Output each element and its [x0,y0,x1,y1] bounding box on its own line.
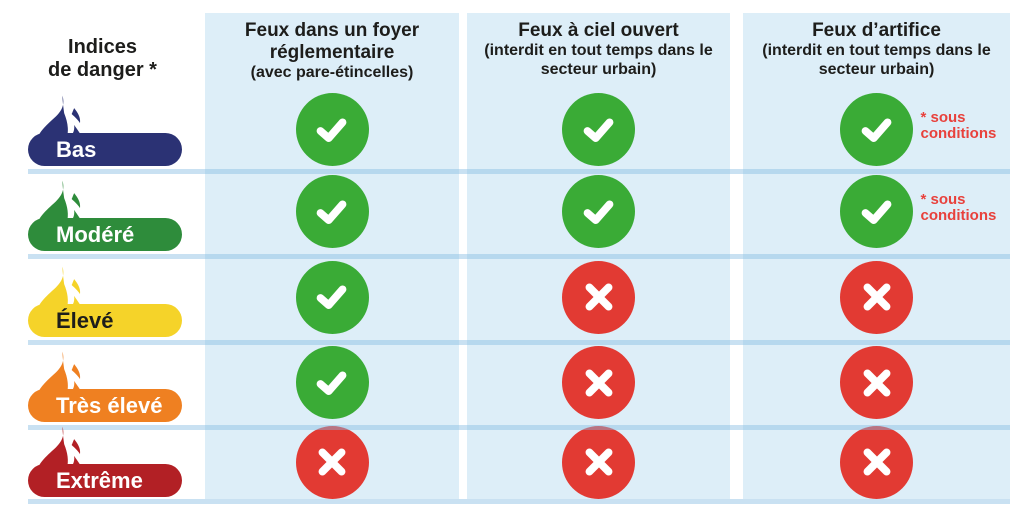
sous-conditions-note: * sous conditions [920,190,997,225]
danger-level-pill: Modéré [28,218,182,251]
danger-level-label: Extrême [56,467,143,493]
cell-bas-foyer [205,90,459,169]
status-mark [295,93,369,166]
cross-icon [863,448,890,476]
status-mark [295,260,369,334]
row-divider [28,499,1010,504]
cell-eleve-artifice [743,254,1010,340]
status-mark [295,346,369,419]
indices-header: Indices de danger * [0,36,205,82]
danger-level-label: Élevé [56,307,114,333]
sous-conditions-note: * sous conditions [920,108,997,143]
danger-level-extreme: Extrême [28,423,182,497]
column-foyer-title: Feux dans un foyer réglementaire [244,20,420,64]
status-mark [840,93,913,166]
column-ciel-ouvert: Feux à ciel ouvert (interdit en tout tem… [467,13,730,499]
status-mark [840,175,913,248]
column-foyer-reglementaire: Feux dans un foyer réglementaire (avec p… [205,13,459,499]
danger-level-label: Bas [56,136,97,162]
cross-icon [585,283,612,311]
indices-header-line1: Indices [68,36,137,58]
status-mark [840,260,913,334]
status-mark [562,260,635,334]
check-icon [316,285,347,309]
cell-modere-ciel [467,169,730,254]
check-icon [861,199,891,224]
status-mark [562,93,635,166]
column-foyer-header: Feux dans un foyer réglementaire (avec p… [205,13,459,90]
danger-level-bas: Bas [28,92,182,166]
cell-modere-artifice: * sous conditions [743,169,1010,254]
cell-bas-artifice: * sous conditions [743,90,1010,169]
danger-level-modere: Modéré [28,177,182,251]
status-mark [295,175,369,248]
check-icon [316,199,347,224]
column-artifice-title: Feux d’artifice [812,20,941,41]
column-artifice: Feux d’artifice (interdit en tout temps … [743,13,1010,499]
cross-icon [318,448,346,476]
status-mark [840,425,913,499]
check-icon [583,199,613,224]
cell-eleve-foyer [205,254,459,340]
cell-tres-eleve-ciel [467,340,730,425]
cross-icon [863,283,890,311]
row-divider [28,425,1010,430]
column-artifice-subtitle: (interdit en tout temps dans le secteur … [762,42,991,78]
status-mark [840,346,913,419]
column-artifice-header: Feux d’artifice (interdit en tout temps … [743,13,1010,90]
indices-header-line2: de danger * [48,59,157,82]
note-line1: * sous [920,190,966,208]
danger-level-pill: Élevé [28,304,182,337]
cell-extreme-ciel [467,425,730,499]
column-ciel-ouvert-subtitle: (interdit en tout temps dans le secteur … [484,42,713,78]
danger-level-pill: Très élevé [28,389,182,422]
status-mark [562,425,635,499]
cross-icon [585,369,612,396]
danger-level-pill: Bas [28,133,182,166]
cell-extreme-artifice [743,425,1010,499]
danger-level-pill: Extrême [28,464,182,497]
cell-extreme-foyer [205,425,459,499]
check-icon [316,117,347,142]
row-divider [28,254,1010,259]
check-icon [861,117,891,142]
status-mark [562,175,635,248]
cross-icon [863,369,890,396]
status-mark [562,346,635,419]
column-ciel-ouvert-title: Feux à ciel ouvert [518,20,679,41]
cell-bas-ciel [467,90,730,169]
cell-modere-foyer [205,169,459,254]
check-icon [583,117,613,142]
row-divider [28,340,1010,345]
check-icon [316,370,347,395]
danger-level-label: Modéré [56,221,135,247]
danger-level-tres-eleve: Très élevé [28,348,182,422]
note-line1: * sous [920,108,966,126]
row-divider [28,169,1010,174]
note-line2: conditions [920,125,997,143]
cell-tres-eleve-artifice [743,340,1010,425]
column-ciel-ouvert-header: Feux à ciel ouvert (interdit en tout tem… [467,13,730,90]
note-line2: conditions [920,207,997,225]
danger-level-label: Très élevé [56,392,163,418]
cross-icon [585,448,612,476]
status-mark [295,425,369,499]
column-foyer-subtitle: (avec pare-étincelles) [250,64,414,82]
cell-tres-eleve-foyer [205,340,459,425]
danger-level-eleve: Élevé [28,263,182,337]
cell-eleve-ciel [467,254,730,340]
